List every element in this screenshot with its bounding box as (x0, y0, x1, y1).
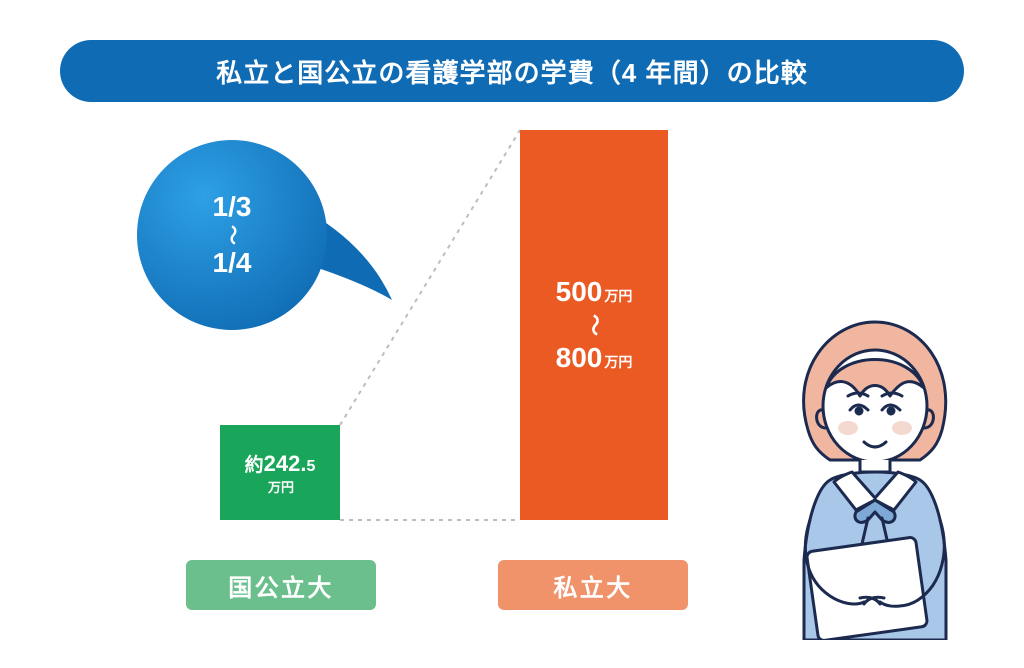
axis-label-public-text: 国公立大 (228, 568, 334, 603)
axis-label-private-text: 私立大 (553, 568, 632, 603)
callout-line2: 1/4 (213, 247, 252, 279)
callout-line1: 1/3 (213, 191, 252, 223)
callout-tilde: 〜 (222, 225, 242, 245)
student-folder (806, 537, 927, 640)
axis-label-private: 私立大 (498, 560, 688, 610)
callout-text: 1/3 〜 1/4 (137, 140, 327, 330)
axis-label-public: 国公立大 (186, 560, 376, 610)
student-illustration (760, 310, 990, 640)
